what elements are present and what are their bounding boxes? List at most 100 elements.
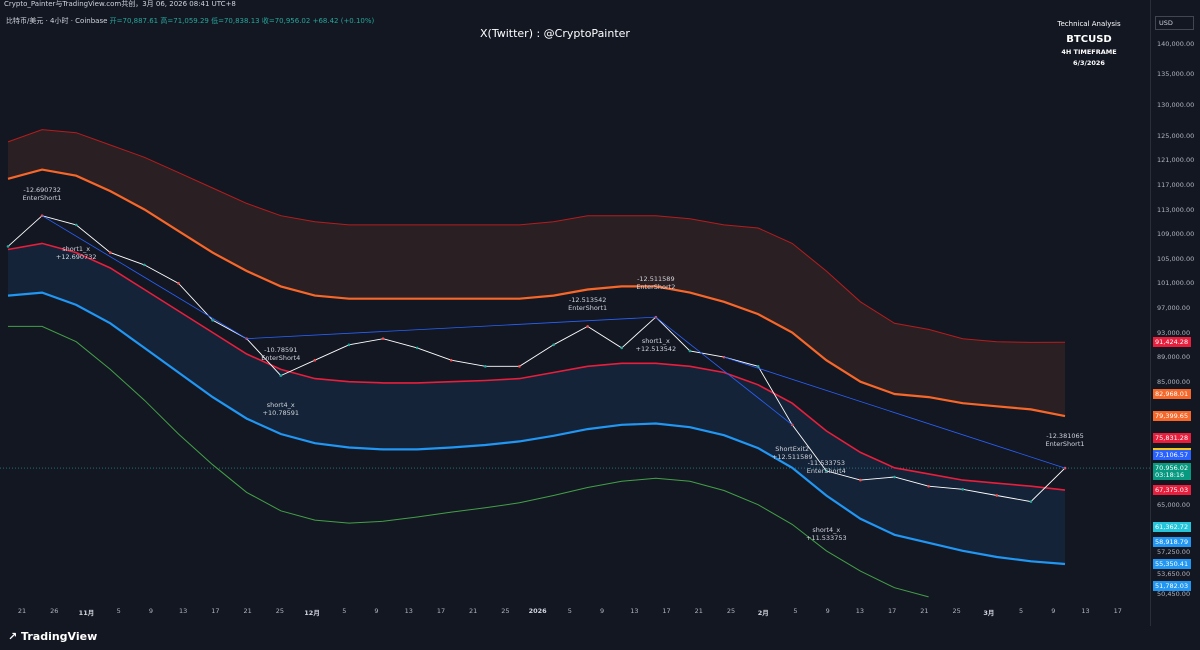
price-label: 79,399.65 [1153, 411, 1191, 422]
y-tick-label: 125,000.00 [1157, 131, 1195, 140]
y-tick-label: 113,000.00 [1157, 205, 1195, 214]
x-tick-label: 13 [630, 607, 639, 615]
price-axis[interactable] [1150, 0, 1200, 626]
x-tick-label: 21 [694, 607, 703, 615]
price-point [1029, 500, 1033, 503]
legend-change: +68.42 (+0.10%) [312, 17, 375, 25]
ann-entershort1-a: -12.690732 EnterShort1 [22, 185, 62, 202]
x-tick-label: 2026 [528, 607, 547, 615]
x-tick-label: 21 [243, 607, 252, 615]
x-tick-label: 21 [920, 607, 929, 615]
price-label: 67,375.03 [1153, 485, 1191, 496]
price-label: 61,362.72 [1153, 522, 1191, 533]
price-point [825, 469, 828, 473]
y-tick-label: 65,000.00 [1157, 500, 1191, 509]
ann-entershort2: -12.511589 EnterShort2 [636, 275, 676, 292]
x-tick-label: 5 [1019, 607, 1024, 615]
currency-selector[interactable]: USD [1155, 16, 1194, 30]
x-tick-label: 13 [855, 607, 865, 615]
ann-entershort4-a: -10.78591 EnterShort4 [261, 345, 301, 362]
x-tick-label: 9 [1051, 607, 1056, 615]
x-tick-label: 17 [1113, 607, 1122, 615]
x-tick-label: 9 [374, 607, 379, 615]
y-tick-label: 97,000.00 [1157, 303, 1191, 312]
ann-short4x-b: short4_x +11.533753 [806, 525, 847, 542]
price-label: 58,918.79 [1153, 537, 1191, 548]
ann-short1x-a: short1_x +12.690732 [55, 244, 97, 261]
price-point [756, 365, 760, 368]
lower-envelope-line [8, 325, 929, 598]
info-line-3: 4H TIMEFRAME [1061, 48, 1117, 56]
price-point [859, 478, 862, 482]
price-point [995, 494, 999, 497]
price-point [211, 318, 214, 322]
lower-band-fill [8, 243, 1065, 564]
x-tick-label: 5 [342, 607, 347, 615]
price-point [143, 263, 146, 267]
legend-open: 开=70,887.61 [109, 17, 159, 25]
y-tick-label: 140,000.00 [1157, 39, 1195, 48]
price-label: 91,424.28 [1153, 337, 1191, 348]
price-label: 03:18:16 [1153, 470, 1191, 481]
x-tick-label: 17 [211, 607, 220, 615]
y-tick-label: 50,450.00 [1157, 590, 1191, 599]
x-tick-label: 9 [600, 607, 605, 615]
footer: ↗ TradingView [0, 626, 1200, 650]
x-tick-label: 5 [793, 607, 798, 615]
x-tick-label: 11月 [78, 609, 95, 617]
tv-logo-icon: ↗ [8, 630, 22, 643]
basis-line [7, 242, 1066, 491]
price-point [381, 337, 385, 340]
upper-band-fill [8, 129, 1065, 417]
price-label: 70,956.02 [1153, 463, 1191, 474]
price-point [927, 484, 930, 488]
y-tick-label: 57,250.00 [1157, 548, 1191, 557]
ann-short4x-a: short4_x +10.78591 [262, 400, 299, 417]
legend-high: 高=71,059.29 [160, 17, 209, 25]
info-line-1: Technical Analysis [1057, 20, 1121, 28]
lower-mid-line [7, 291, 1066, 566]
info-line-4: 6/3/2026 [1073, 59, 1105, 67]
y-tick-label: 117,000.00 [1157, 180, 1195, 189]
legend-symbol[interactable]: 比特币/美元 · 4小时 · Coinbase [6, 17, 108, 25]
ann-shortexit2: ShortExit2 +12.511589 [771, 444, 813, 461]
ann-short1x-b: short1_x +12.513542 [635, 337, 677, 354]
price-point [108, 251, 112, 254]
x-tick-label: 13 [179, 607, 188, 615]
trend-line [723, 356, 1066, 469]
price-point [586, 325, 589, 328]
caption-text: Crypto_Painter与TradingView.com共创，3月 06, … [4, 0, 236, 8]
price-line [7, 215, 1066, 503]
ann-entershort4-b: -11.533753 EnterShort4 [806, 458, 846, 475]
ann-entershort1-c: -12.381065 EnterShort1 [1045, 432, 1085, 449]
x-tick-label: 21 [17, 607, 27, 615]
x-tick-label: 13 [404, 607, 413, 615]
y-tick-label: 89,000.00 [1157, 353, 1191, 362]
price-chart[interactable] [0, 0, 1150, 607]
legend-low: 低=70,838.13 [211, 17, 260, 25]
x-tick-label: 5 [567, 607, 572, 615]
watermark-text: X(Twitter) : @CryptoPainter [480, 27, 630, 40]
price-point [620, 346, 624, 350]
upper-mid-line [7, 168, 1066, 418]
x-tick-label: 26 [50, 607, 59, 615]
price-point [961, 488, 965, 491]
y-tick-label: 109,000.00 [1157, 230, 1195, 239]
price-label: 73,106.57 [1153, 449, 1191, 460]
y-tick-label: 121,000.00 [1157, 156, 1195, 165]
price-point [518, 365, 521, 368]
upper-envelope-line [7, 129, 1066, 343]
price-point [415, 346, 419, 350]
price-point [279, 374, 283, 377]
top-caption: Crypto_Painter与TradingView.com共创，3月 06, … [0, 0, 1200, 8]
x-tick-label: 12月 [304, 609, 320, 617]
price-point [347, 343, 351, 347]
price-point [449, 358, 453, 362]
price-point [177, 282, 180, 285]
tradingview-logo[interactable]: ↗ TradingView [8, 630, 97, 643]
ohlc-legend: 比特币/美元 · 4小时 · Coinbase 开=70,887.61 高=71… [6, 16, 374, 26]
price-point [552, 343, 555, 347]
y-tick-label: 105,000.00 [1157, 254, 1195, 263]
y-tick-label: 85,000.00 [1157, 377, 1191, 386]
info-line-2: BTCUSD [1066, 34, 1112, 45]
